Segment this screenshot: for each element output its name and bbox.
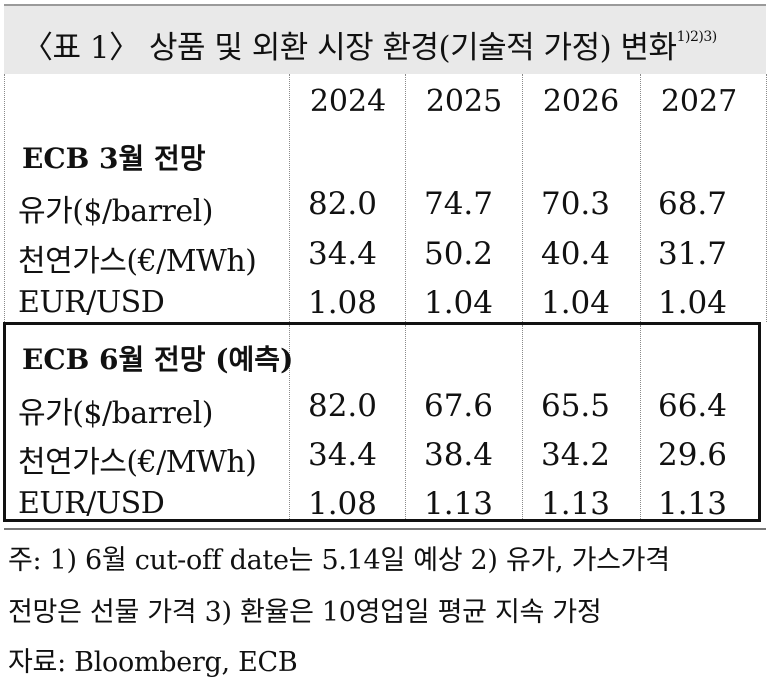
- column-divider: [405, 74, 406, 322]
- column-divider: [289, 325, 290, 519]
- cell-value: 82.0: [307, 186, 377, 222]
- column-divider: [289, 74, 290, 322]
- column-divider: [522, 74, 523, 322]
- section-heading-march: ECB 3월 전망: [22, 142, 206, 175]
- cell-value: 1.04: [657, 285, 727, 321]
- left-edge: [4, 74, 5, 322]
- notes-divider: [4, 528, 766, 530]
- footnote: 전망은 선물 가격 3) 환율은 10영업일 평균 지속 가정: [8, 597, 602, 628]
- column-divider: [522, 325, 523, 519]
- source-note: 자료: Bloomberg, ECB: [8, 647, 298, 678]
- row-label: 유가($/barrel): [18, 396, 213, 431]
- title-bar: 〈표 1〉 상품 및 외환 시장 환경(기술적 가정) 변화1)2)3): [4, 4, 766, 74]
- cell-value: 1.04: [423, 285, 493, 321]
- row-label: EUR/USD: [18, 285, 165, 320]
- column-divider: [640, 74, 641, 322]
- year-header-2024: 2024: [309, 84, 387, 119]
- cell-value: 68.7: [657, 186, 727, 222]
- cell-value: 66.4: [657, 388, 727, 424]
- column-divider: [405, 325, 406, 519]
- cell-value: 1.08: [307, 285, 377, 321]
- cell-value: 29.6: [657, 437, 727, 473]
- cell-value: 31.7: [657, 236, 727, 272]
- year-header-2026: 2026: [542, 84, 620, 119]
- june-forecast-box: [3, 322, 761, 522]
- cell-value: 1.13: [657, 486, 727, 522]
- title-footnote-refs: 1)2)3): [676, 28, 718, 45]
- section-heading-june: ECB 6월 전망 (예측): [22, 343, 294, 376]
- table-title: 〈표 1〉 상품 및 외환 시장 환경(기술적 가정) 변화1)2)3): [22, 28, 718, 66]
- row-label: 유가($/barrel): [18, 194, 213, 229]
- cell-value: 65.5: [540, 388, 610, 424]
- footnote: 주: 1) 6월 cut-off date는 5.14일 예상 2) 유가, 가…: [8, 545, 670, 576]
- cell-value: 34.4: [307, 236, 377, 272]
- right-edge: [766, 74, 767, 322]
- cell-value: 1.13: [540, 486, 610, 522]
- cell-value: 67.6: [423, 388, 493, 424]
- row-label: 천연가스(€/MWh): [18, 445, 257, 480]
- cell-value: 1.13: [423, 486, 493, 522]
- cell-value: 34.4: [307, 437, 377, 473]
- cell-value: 82.0: [307, 388, 377, 424]
- cell-value: 38.4: [423, 437, 493, 473]
- cell-value: 70.3: [540, 186, 610, 222]
- cell-value: 1.08: [307, 486, 377, 522]
- row-label: EUR/USD: [18, 486, 165, 521]
- cell-value: 74.7: [423, 186, 493, 222]
- column-divider: [640, 325, 641, 519]
- cell-value: 34.2: [540, 437, 610, 473]
- cell-value: 1.04: [540, 285, 610, 321]
- year-header-2027: 2027: [660, 84, 738, 119]
- row-label: 천연가스(€/MWh): [18, 244, 257, 279]
- year-header-2025: 2025: [425, 84, 503, 119]
- cell-value: 40.4: [540, 236, 610, 272]
- cell-value: 50.2: [423, 236, 493, 272]
